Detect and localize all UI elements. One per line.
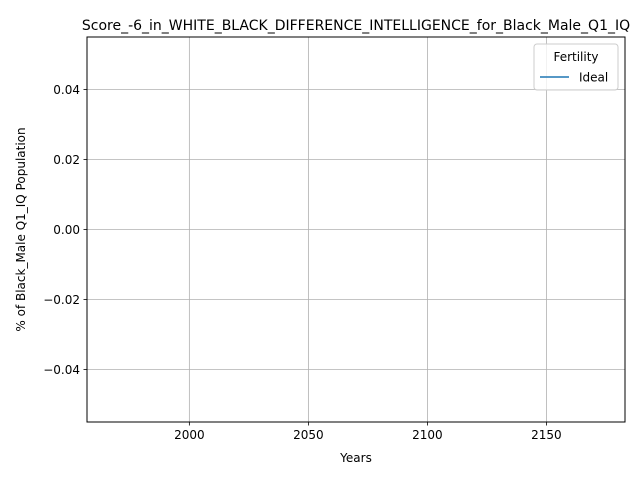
y-tick-label: −0.02 — [43, 293, 80, 307]
y-tick-label: 0.02 — [53, 153, 80, 167]
y-tick-label: 0.04 — [53, 83, 80, 97]
legend-entry-ideal: Ideal — [579, 71, 608, 85]
x-tick-label: 2000 — [174, 428, 205, 442]
legend-title: Fertility — [553, 50, 598, 64]
x-tick-label: 2050 — [293, 428, 324, 442]
x-tick-label: 2150 — [531, 428, 562, 442]
y-axis-label: % of Black_Male Q1_IQ Population — [14, 127, 28, 331]
x-tick-label: 2100 — [412, 428, 443, 442]
x-axis-ticks: 2000 2050 2100 2150 — [174, 422, 562, 442]
legend: Fertility Ideal — [533, 43, 619, 91]
chart-title: Score_-6_in_WHITE_BLACK_DIFFERENCE_INTEL… — [82, 18, 630, 34]
x-axis-label: Years — [339, 451, 372, 465]
y-tick-label: −0.04 — [43, 363, 80, 377]
y-axis-ticks: −0.04 −0.02 0.00 0.02 0.04 — [43, 83, 87, 377]
y-tick-label: 0.00 — [53, 223, 80, 237]
grid-lines — [87, 37, 625, 422]
legend-box — [533, 43, 619, 91]
